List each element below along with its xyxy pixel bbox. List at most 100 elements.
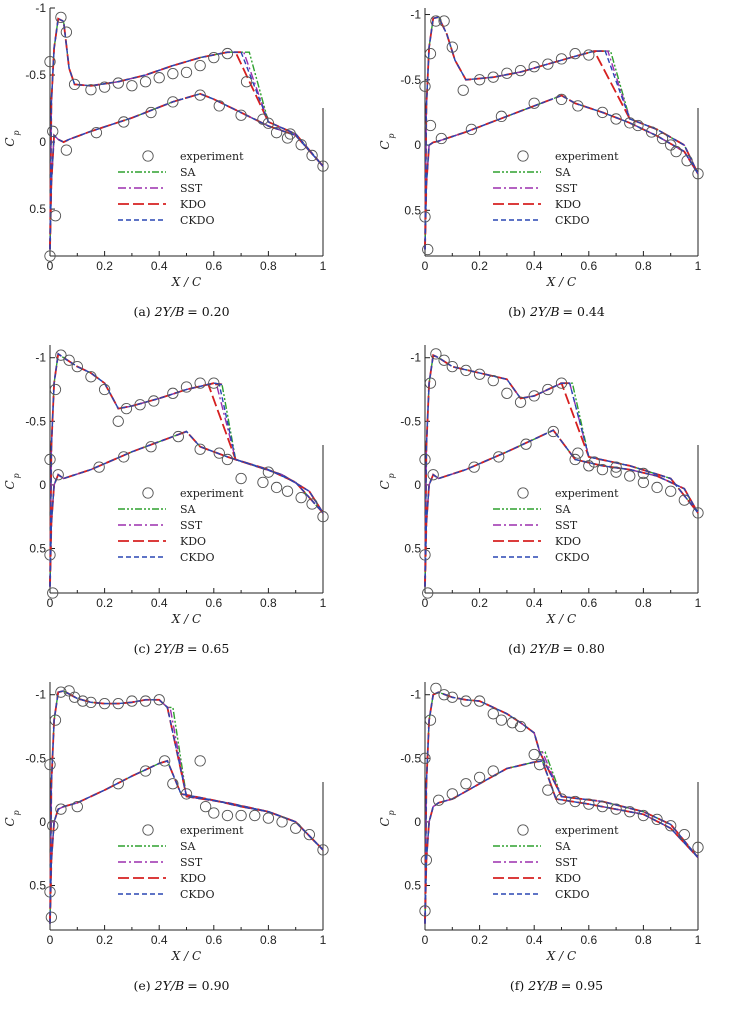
x-tick-label: 0	[422, 259, 429, 273]
experiment-point	[514, 396, 527, 408]
experiment-point	[221, 809, 234, 822]
experiment-point	[610, 461, 622, 473]
experiment-point	[446, 788, 458, 800]
x-tick-label: 0.4	[151, 259, 168, 273]
y-tick-label: -1	[35, 688, 46, 702]
experiment-point	[487, 765, 499, 777]
x-tick-label: 0.4	[526, 933, 543, 947]
experiment-point	[55, 349, 67, 361]
experiment-point	[281, 485, 294, 497]
experiment-point	[495, 714, 508, 726]
y-tick-label: 0	[39, 135, 46, 149]
x-tick-label: 0.4	[151, 596, 168, 610]
legend-label-ckdo: CKDO	[555, 214, 589, 227]
experiment-point	[303, 828, 315, 841]
legend-label-sa: SA	[180, 503, 197, 516]
caption-value: = 0.80	[563, 641, 605, 656]
experiment-point	[44, 453, 56, 466]
ckdo-upper-curve	[424, 354, 699, 587]
x-tick-label: 0.2	[471, 259, 488, 273]
legend-label-sst: SST	[180, 182, 203, 195]
y-tick-label: 0	[414, 138, 421, 152]
caption-expr: 2Y/B	[154, 978, 185, 993]
experiment-point	[542, 784, 554, 796]
experiment-point	[118, 116, 130, 128]
experiment-point	[583, 49, 595, 61]
ckdo-lower-curve	[424, 760, 699, 924]
experiment-point	[681, 155, 693, 167]
x-tick-label: 1	[320, 259, 327, 273]
x-tick-label: 0.8	[635, 596, 652, 610]
chart-b: 0 0.2 0.4 0.6 0.8 1 -1 -0.5 0 0.5 X / C Cp experimen…	[378, 8, 704, 319]
x-tick-label: 0.4	[526, 259, 543, 273]
experiment-point	[424, 119, 437, 132]
experiment-point	[208, 377, 220, 389]
legend-label-kdo: KDO	[555, 535, 581, 548]
legend-label-sst: SST	[555, 856, 578, 869]
experiment-point	[572, 100, 584, 112]
experiment-point	[569, 453, 581, 466]
experiment-point	[118, 451, 130, 463]
experiment-point	[473, 74, 486, 86]
legend-label-experiment: experiment	[180, 824, 244, 837]
caption-expr: 2Y/B	[529, 641, 560, 656]
experiment-point	[139, 695, 152, 707]
x-tick-label: 0.6	[580, 596, 597, 610]
experiment-point	[624, 117, 636, 129]
experiment-point	[419, 211, 431, 223]
experiment-point	[487, 374, 499, 387]
x-tick-label: 0.6	[580, 259, 597, 273]
experiment-point	[208, 807, 220, 819]
experiment-point	[430, 682, 442, 695]
x-tick-label: 1	[320, 596, 327, 610]
experiment-point	[235, 809, 247, 822]
experiment-point	[148, 395, 160, 407]
x-tick-label: 0.6	[205, 259, 222, 273]
experiment-point	[257, 476, 269, 489]
ckdo-upper-curve	[49, 17, 324, 250]
experiment-point	[528, 390, 540, 402]
experiment-point	[457, 84, 469, 96]
experiment-point	[44, 549, 56, 561]
experiment-point	[435, 132, 448, 145]
experiment-point	[60, 26, 73, 38]
experiment-point	[194, 89, 206, 101]
legend-marker-experiment	[142, 487, 154, 499]
ckdo-lower-curve	[49, 93, 324, 250]
experiment-point	[419, 80, 431, 92]
legend-label-sa: SA	[180, 840, 197, 853]
experiment-point	[473, 695, 486, 707]
experiment-point	[596, 106, 609, 119]
experiment-point	[98, 383, 111, 396]
experiment-point	[47, 125, 59, 137]
legend-label-experiment: experiment	[180, 150, 244, 163]
experiment-point	[317, 511, 329, 523]
y-tick-label: -0.5	[400, 414, 421, 428]
experiment-point	[520, 438, 532, 450]
x-tick-label: 0.6	[580, 933, 597, 947]
y-tick-label: -0.5	[25, 751, 46, 765]
legend-label-sa: SA	[555, 840, 572, 853]
y-tick-label: 0	[39, 478, 46, 492]
y-tick-label: -1	[35, 351, 46, 365]
experiment-point	[295, 139, 307, 151]
caption-prefix: (a)	[133, 304, 150, 319]
experiment-point	[180, 788, 193, 800]
x-tick-label: 0.6	[205, 933, 222, 947]
panel-caption: (a) 2Y/B = 0.20	[133, 304, 229, 319]
y-axis-label: C	[3, 480, 17, 489]
x-tick-label: 1	[695, 933, 702, 947]
y-axis-label-sub: p	[387, 810, 396, 815]
legend-marker-experiment	[517, 824, 529, 836]
y-tick-label: -0.5	[25, 414, 46, 428]
y-axis-label-sub: p	[12, 810, 21, 815]
experiment-point	[167, 387, 179, 399]
experiment-point	[637, 476, 650, 489]
experiment-point	[90, 127, 103, 139]
experiment-point	[112, 778, 124, 790]
experiment-point	[63, 354, 75, 366]
x-axis-label: X / C	[171, 949, 201, 963]
caption-value: = 0.44	[563, 304, 605, 319]
y-axis-label: C	[3, 137, 17, 146]
